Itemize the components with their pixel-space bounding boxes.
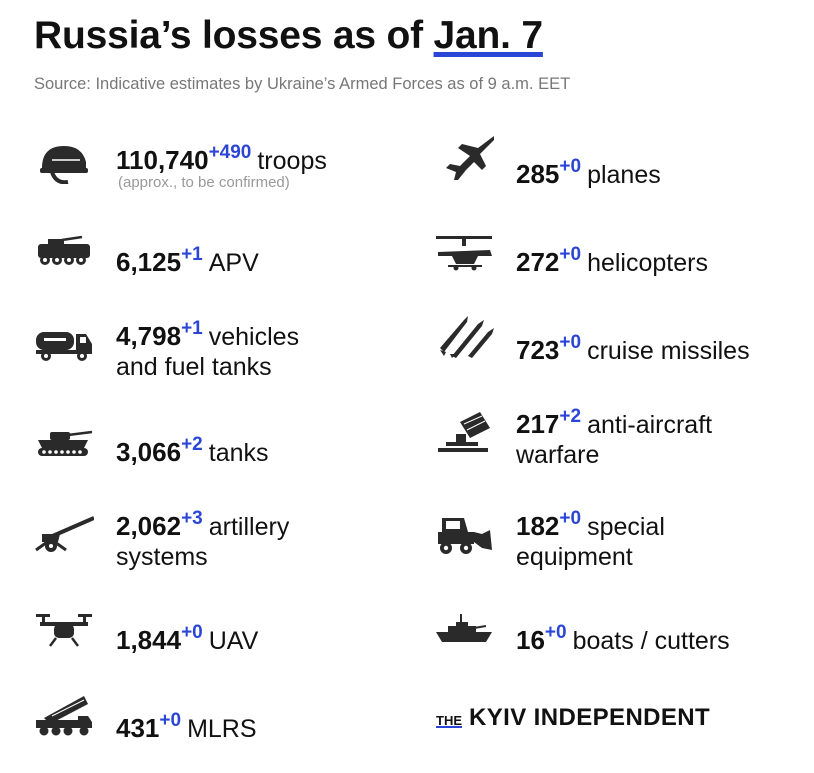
stat-delta: +2: [181, 434, 203, 455]
stat-label: UAV: [208, 627, 259, 655]
logo-the: THE: [436, 713, 462, 728]
stat-note: (approx., to be confirmed): [118, 174, 290, 191]
helmet-icon: [34, 138, 94, 184]
stat-delta: +1: [181, 244, 203, 265]
stat-label: special: [587, 513, 665, 541]
stat-label: helicopters: [587, 249, 708, 277]
stat-delta: +0: [559, 244, 582, 265]
missile-icon: [438, 312, 498, 358]
stat-cruise-missiles: 723+0 cruise missiles: [434, 316, 814, 392]
stat-delta: +3: [181, 508, 203, 529]
stat-value: 272: [516, 247, 560, 277]
stat-label: artillery: [208, 513, 290, 541]
stat-special-equipment: 182+0 special equipment: [434, 498, 814, 571]
stat-apv: 6,125+1 APV: [34, 234, 414, 304]
kyiv-independent-logo: THE KYIV INDEPENDENT: [436, 704, 710, 732]
mlrs-icon: [34, 692, 94, 738]
stat-delta: +0: [181, 622, 203, 643]
stat-label: APV: [208, 249, 259, 277]
logo-name: KYIV INDEPENDENT: [469, 704, 711, 731]
stat-value: 2,062: [116, 511, 182, 541]
stat-value: 182: [516, 511, 560, 541]
stat-value: 3,066: [116, 437, 182, 467]
stat-value: 16: [516, 625, 545, 655]
stat-value: 723: [516, 335, 560, 365]
helicopter-icon: [434, 232, 494, 278]
stat-value: 1,844: [116, 625, 182, 655]
stat-value: 6,125: [116, 247, 182, 277]
stat-mlrs: 431+0 MLRS: [34, 696, 414, 770]
plane-icon: [438, 134, 498, 180]
stat-label: anti-aircraft: [587, 411, 713, 439]
stat-planes: 285+0 planes: [434, 136, 814, 216]
stat-label: boats / cutters: [572, 627, 730, 655]
stat-value: 110,740: [116, 145, 209, 175]
stat-helicopters: 272+0 helicopters: [434, 234, 814, 304]
stat-delta: +0: [544, 622, 567, 643]
stat-label-line2: warfare: [516, 441, 600, 469]
stat-delta: +0: [559, 332, 582, 353]
stat-delta: +0: [559, 156, 582, 177]
stat-artillery: 2,062+3 artillery systems: [34, 498, 414, 571]
anti-aircraft-icon: [434, 408, 494, 454]
warship-icon: [434, 608, 494, 654]
page-title: Russia’s losses as of Jan. 7: [34, 14, 543, 58]
title-text: Russia’s losses as of: [34, 14, 423, 57]
stat-delta: +1: [181, 318, 203, 339]
stat-label: cruise missiles: [587, 337, 750, 365]
stat-label-line2: systems: [116, 543, 208, 571]
title-date: Jan. 7: [433, 14, 544, 57]
stat-delta: +0: [559, 508, 582, 529]
stat-delta: +0: [159, 710, 182, 731]
stat-label: planes: [587, 161, 661, 189]
bulldozer-icon: [434, 512, 494, 558]
artillery-icon: [34, 512, 94, 558]
stat-label: MLRS: [187, 715, 257, 743]
stat-label: troops: [257, 147, 327, 175]
stat-anti-aircraft: 217+2 anti-aircraft warfare: [434, 396, 814, 469]
stat-delta: +490: [208, 142, 252, 163]
stat-label: vehicles: [208, 323, 300, 351]
apv-icon: [34, 230, 94, 276]
stat-value: 217: [516, 409, 560, 439]
stat-uav: 1,844+0 UAV: [34, 612, 414, 682]
source-note: Source: Indicative estimates by Ukraine’…: [34, 75, 571, 93]
stat-delta: +2: [559, 406, 582, 427]
stat-value: 431: [116, 713, 160, 743]
stat-label-line2: equipment: [516, 543, 633, 571]
stat-boats: 16+0 boats / cutters: [434, 612, 814, 682]
tank-icon: [34, 420, 94, 466]
stat-label-line2: and fuel tanks: [116, 353, 272, 381]
fuel-truck-icon: [34, 322, 94, 368]
stat-value: 4,798: [116, 321, 182, 351]
stat-troops: 110,740+490 troops (approx., to be confir…: [34, 132, 414, 202]
stat-value: 285: [516, 159, 560, 189]
stat-label: tanks: [208, 439, 269, 467]
stat-vehicles: 4,798+1 vehicles and fuel tanks: [34, 308, 414, 381]
stat-tanks: 3,066+2 tanks: [34, 424, 414, 494]
drone-icon: [34, 608, 94, 654]
